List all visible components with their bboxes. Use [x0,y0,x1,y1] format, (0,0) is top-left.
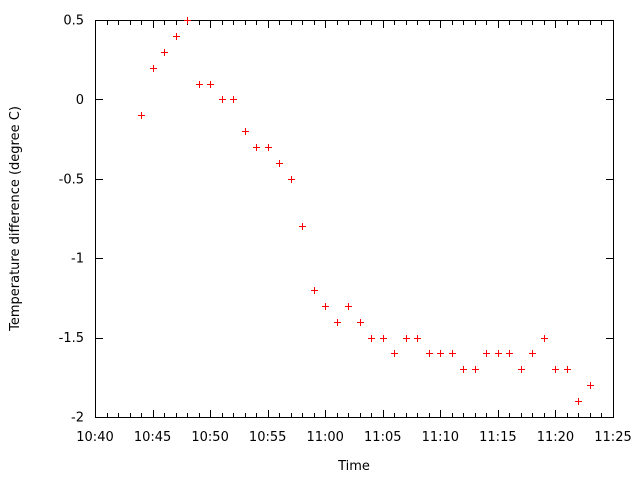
plot-frame [95,20,614,418]
data-point-marker [518,366,525,373]
data-point-marker [357,319,364,326]
data-point-marker [219,96,226,103]
data-point-marker [345,303,352,310]
data-point-marker [449,350,456,357]
x-tick-label: 10:40 [76,430,113,445]
x-axis-title: Time [337,459,370,474]
x-tick-label: 11:20 [537,430,574,445]
data-point-marker [391,350,398,357]
y-tick-label: -1 [71,252,84,267]
data-point-marker [437,350,444,357]
data-point-marker [253,144,260,151]
data-point-marker [196,81,203,88]
y-axis-title: Temperature difference (degree C) [8,106,23,332]
data-point-marker [541,335,548,342]
data-point-marker [311,287,318,294]
data-point-marker [207,81,214,88]
x-tick-label: 10:50 [191,430,228,445]
data-point-marker [230,96,237,103]
data-point-marker [426,350,433,357]
data-point-marker [276,160,283,167]
data-point-marker [184,17,191,24]
data-point-marker [380,335,387,342]
data-point-marker [299,223,306,230]
data-point-marker [587,382,594,389]
data-point-marker [529,350,536,357]
data-point-marker [161,49,168,56]
data-point-marker [575,398,582,405]
y-axis-ticks: 0.5 0 -0.5 -1 -1.5 -2 [59,14,613,426]
x-tick-label: 11:25 [594,430,631,445]
data-point-marker [265,144,272,151]
data-point-marker [414,335,421,342]
data-point-marker [334,319,341,326]
data-point-marker [322,303,329,310]
x-tick-label: 11:00 [306,430,343,445]
x-tick-label: 11:10 [422,430,459,445]
y-tick-label: -1.5 [59,331,84,346]
y-tick-label: 0.5 [63,14,84,29]
data-point-marker [506,350,513,357]
data-point-marker [242,128,249,135]
y-tick-label: 0 [76,93,84,108]
x-tick-label: 10:55 [249,430,286,445]
x-tick-label: 10:45 [134,430,171,445]
x-tick-label: 11:15 [479,430,516,445]
data-point-marker [288,176,295,183]
data-point-marker [472,366,479,373]
data-point-marker [564,366,571,373]
data-point-marker [552,366,559,373]
data-point-marker [138,112,145,119]
data-point-marker [368,335,375,342]
data-point-marker [173,33,180,40]
data-point-marker [495,350,502,357]
data-point-marker [150,65,157,72]
data-point-marker [460,366,467,373]
data-point-marker [403,335,410,342]
data-points [138,17,594,405]
x-tick-label: 11:05 [364,430,401,445]
y-tick-label: -0.5 [59,172,84,187]
plot-border [95,20,614,418]
data-point-marker [483,350,490,357]
y-tick-label: -2 [71,411,84,426]
x-axis-ticks: 10:40 10:45 10:50 10:55 11:00 11:05 11:10 11:15… [76,21,632,445]
